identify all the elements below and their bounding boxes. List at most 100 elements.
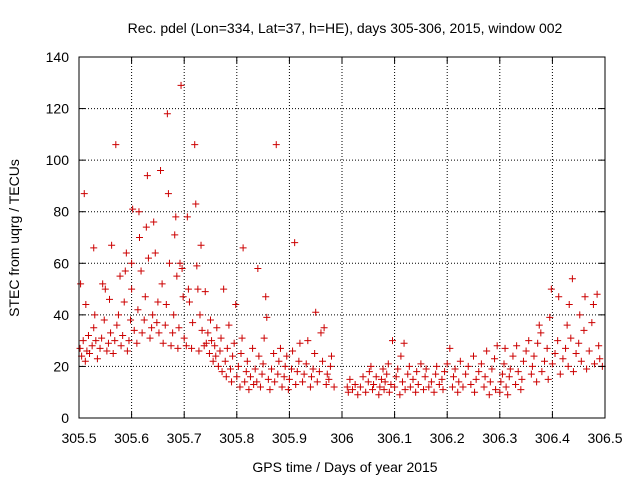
data-point: [264, 375, 272, 383]
data-point: [153, 319, 161, 327]
data-point: [144, 254, 152, 262]
data-point: [214, 362, 222, 370]
data-point: [398, 378, 406, 386]
data-point: [417, 360, 425, 368]
data-point: [326, 362, 334, 370]
data-point: [138, 329, 146, 337]
data-point: [376, 383, 384, 391]
data-point: [271, 378, 279, 386]
data-point: [184, 285, 192, 293]
data-point: [388, 337, 396, 345]
data-point: [543, 344, 551, 352]
data-point: [464, 362, 472, 370]
data-point: [518, 375, 526, 383]
x-tick-label: 305.6: [114, 430, 149, 446]
data-point: [311, 350, 319, 358]
data-point: [263, 313, 271, 321]
data-point: [349, 386, 357, 394]
data-point: [575, 339, 583, 347]
data-point: [475, 368, 483, 376]
data-point: [96, 344, 104, 352]
data-point: [556, 370, 564, 378]
data-point: [76, 344, 84, 352]
data-point: [519, 357, 527, 365]
data-point: [90, 244, 98, 252]
data-point: [372, 373, 380, 381]
data-point: [228, 378, 236, 386]
data-point: [255, 352, 263, 360]
data-point: [307, 373, 315, 381]
data-point: [427, 378, 435, 386]
data-point: [513, 342, 521, 350]
data-point: [330, 383, 338, 391]
data-point: [104, 339, 112, 347]
data-point: [253, 378, 261, 386]
data-point: [211, 342, 219, 350]
data-point: [413, 368, 421, 376]
data-point: [242, 368, 250, 376]
data-point: [555, 293, 563, 301]
data-point: [396, 391, 404, 399]
data-point: [295, 357, 303, 365]
data-point: [179, 293, 187, 301]
data-point: [122, 249, 130, 257]
data-point: [292, 380, 300, 388]
data-point: [135, 208, 143, 216]
data-point: [191, 141, 199, 149]
data-point: [412, 388, 420, 396]
data-point: [565, 301, 573, 309]
data-point: [236, 383, 244, 391]
data-point: [150, 218, 158, 226]
data-point: [559, 355, 567, 363]
data-point: [259, 360, 267, 368]
data-point: [492, 386, 500, 394]
data-point: [472, 375, 480, 383]
data-point: [128, 285, 136, 293]
data-point: [306, 383, 314, 391]
data-point: [588, 319, 596, 327]
data-point: [480, 383, 488, 391]
data-point: [142, 223, 150, 231]
data-point: [432, 370, 440, 378]
data-point: [385, 388, 393, 396]
data-point: [525, 337, 533, 345]
data-point: [435, 380, 443, 388]
data-point: [133, 339, 141, 347]
data-point: [580, 326, 588, 334]
data-point: [167, 342, 175, 350]
data-point: [589, 301, 597, 309]
y-tick-label: 0: [61, 410, 69, 426]
data-point: [313, 378, 321, 386]
data-point: [213, 324, 221, 332]
data-point: [198, 326, 206, 334]
data-point: [157, 166, 165, 174]
data-point: [274, 370, 282, 378]
data-point: [120, 298, 128, 306]
data-point: [387, 380, 395, 388]
data-point: [448, 383, 456, 391]
data-point: [238, 334, 246, 342]
data-point: [195, 347, 203, 355]
data-point: [113, 321, 121, 329]
data-point: [528, 362, 536, 370]
data-point: [130, 326, 138, 334]
data-point: [174, 344, 182, 352]
data-point: [563, 321, 571, 329]
data-point: [207, 316, 214, 324]
data-point: [576, 311, 584, 319]
data-point: [496, 388, 504, 396]
data-point: [538, 368, 546, 376]
data-point: [551, 350, 559, 358]
data-point: [491, 355, 499, 363]
x-tick-label: 306.4: [535, 430, 570, 446]
y-axis-ticks: 0 20 40 60 80 100 120 140: [46, 49, 605, 426]
data-point: [222, 373, 230, 381]
data-point: [327, 352, 335, 360]
data-point: [197, 241, 205, 249]
data-point: [383, 370, 391, 378]
data-point: [375, 391, 383, 399]
data-point: [283, 352, 291, 360]
data-point: [170, 311, 178, 319]
data-point: [481, 373, 489, 381]
data-point: [169, 329, 177, 337]
